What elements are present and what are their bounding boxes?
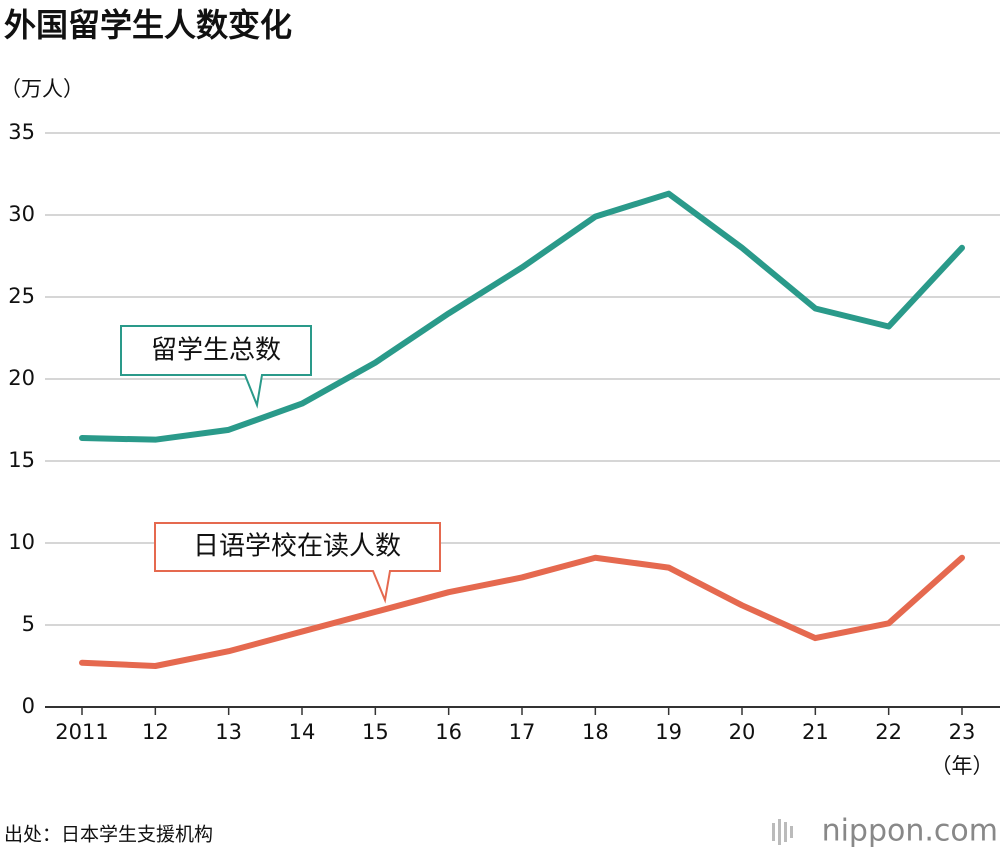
x-tick-label: 21 (802, 720, 829, 744)
series-line (79, 190, 965, 443)
logo: nippon.com (822, 814, 998, 849)
y-tick-label: 20 (8, 366, 35, 390)
x-tick-label: 18 (582, 720, 609, 744)
callout-box (120, 325, 312, 409)
x-tick-label: 2011 (55, 720, 108, 744)
x-tick-label: 22 (875, 720, 902, 744)
x-unit: （年） (931, 754, 994, 778)
x-tick-label: 12 (142, 720, 169, 744)
callout: 留学生总数 (120, 325, 312, 409)
x-tick-label: 15 (362, 720, 389, 744)
x-tick-label: 19 (655, 720, 682, 744)
callout: 日语学校在读人数 (154, 522, 441, 604)
series-label: 留学生总数 (151, 336, 281, 366)
y-unit: （万人） (0, 77, 84, 101)
y-tick-label: 35 (8, 120, 35, 144)
logo-icon (772, 819, 793, 845)
x-tick-label: 13 (215, 720, 242, 744)
x-tick-label: 14 (289, 720, 316, 744)
series-line (79, 554, 965, 669)
x-tick-label: 20 (729, 720, 756, 744)
plot: 0 5 10 15 20 25 30 35 2011 12 13 14 15 16 17 18 19 20 21 22… (8, 120, 1000, 744)
series-label: 日语学校在读人数 (193, 532, 401, 562)
x-tick-label: 17 (509, 720, 536, 744)
y-tick-label: 5 (22, 612, 35, 636)
x-tick-label: 23 (949, 720, 976, 744)
y-tick-label: 10 (8, 530, 35, 554)
y-tick-label: 0 (22, 694, 35, 718)
chart-title: 外国留学生人数变化 (4, 6, 292, 44)
x-tick-label: 16 (435, 720, 462, 744)
y-tick-label: 25 (8, 284, 35, 308)
callout-box (154, 522, 441, 604)
y-tick-label: 30 (8, 202, 35, 226)
y-tick-label: 15 (8, 448, 35, 472)
source: 出处：日本学生支援机构 (4, 824, 213, 846)
